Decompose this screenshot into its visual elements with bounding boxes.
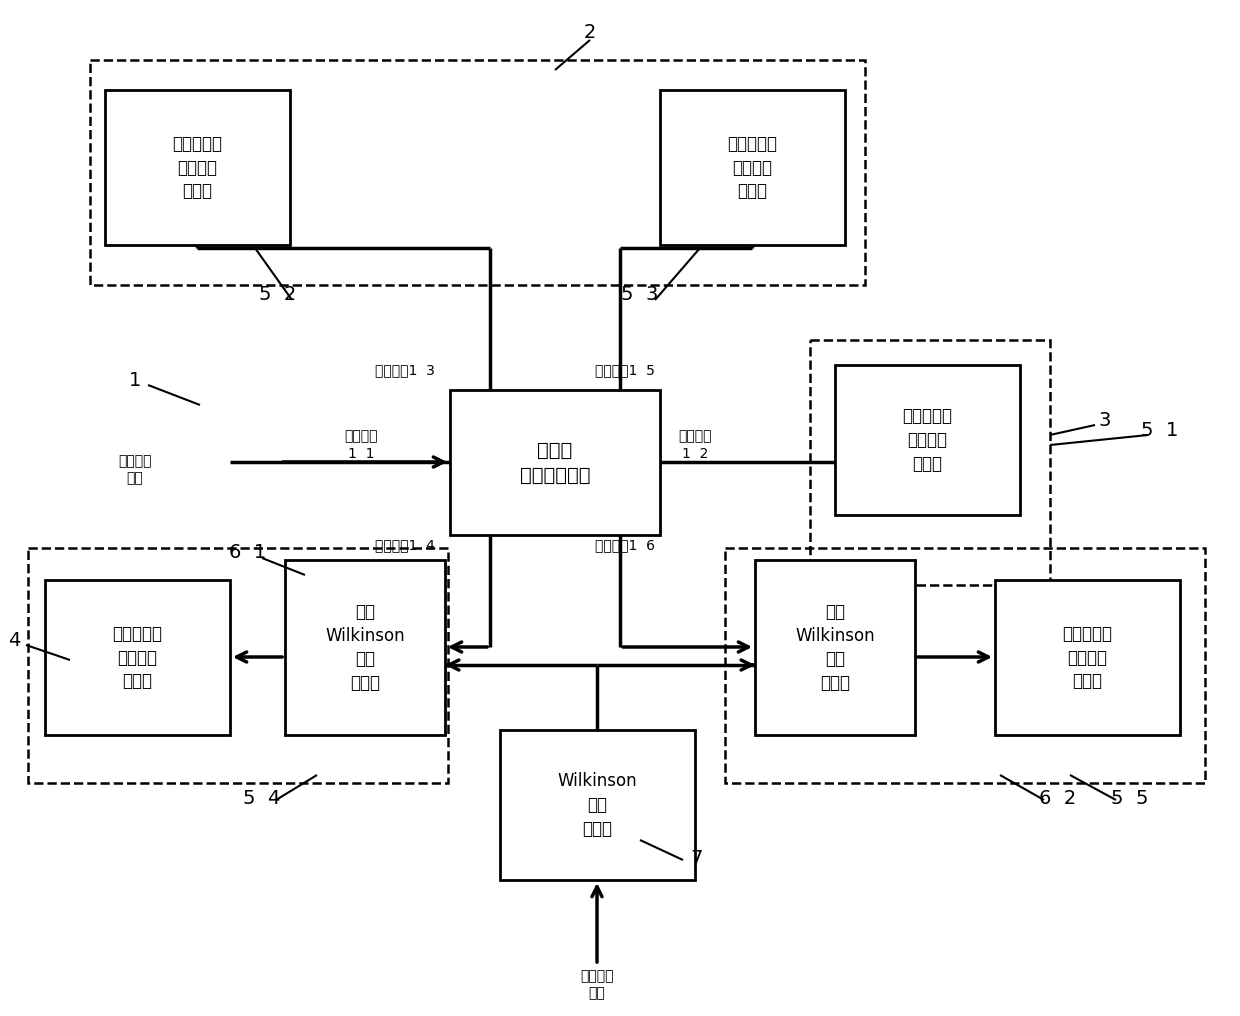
Text: 5  4: 5 4: [243, 788, 280, 808]
Bar: [835, 365, 1021, 515]
Text: 第一间接式
微波功率
传感器: 第一间接式 微波功率 传感器: [903, 407, 952, 472]
Text: 参考信号
输入: 参考信号 输入: [580, 969, 614, 1001]
Bar: [725, 548, 1205, 783]
Text: 第四间接式
微波功率
传感器: 第四间接式 微波功率 传感器: [113, 625, 162, 690]
Text: 7: 7: [691, 848, 703, 868]
Bar: [450, 390, 660, 535]
Text: 第五间接式
微波功率
传感器: 第五间接式 微波功率 传感器: [1063, 625, 1112, 690]
Text: 六端口
固支梁耦合器: 六端口 固支梁耦合器: [520, 441, 590, 485]
Bar: [755, 560, 915, 735]
Text: 第五端口1  5: 第五端口1 5: [595, 363, 655, 377]
Text: 第二端口
1  2: 第二端口 1 2: [678, 430, 712, 460]
Text: 5  1: 5 1: [1141, 421, 1179, 440]
Bar: [45, 580, 229, 735]
Bar: [105, 90, 290, 245]
Bar: [660, 90, 844, 245]
Text: 第二
Wilkinson
功率
合成器: 第二 Wilkinson 功率 合成器: [795, 604, 874, 692]
Bar: [91, 60, 866, 285]
Text: 2: 2: [584, 22, 596, 42]
Text: 5  2: 5 2: [259, 285, 296, 305]
Bar: [285, 560, 445, 735]
Text: 第六端口1  6: 第六端口1 6: [595, 538, 655, 552]
Text: 5  3: 5 3: [621, 285, 658, 305]
Text: 第三端口1  3: 第三端口1 3: [374, 363, 435, 377]
Bar: [810, 340, 1050, 585]
Text: Wilkinson
功率
分配器: Wilkinson 功率 分配器: [558, 772, 637, 837]
Bar: [500, 731, 694, 880]
Text: 1: 1: [129, 371, 141, 389]
Text: 第三间接式
微波功率
传感器: 第三间接式 微波功率 传感器: [728, 135, 777, 200]
Text: 第四端口1  4: 第四端口1 4: [374, 538, 435, 552]
Text: 第二间接式
微波功率
传感器: 第二间接式 微波功率 传感器: [172, 135, 222, 200]
Text: 6  2: 6 2: [1039, 788, 1076, 808]
Bar: [29, 548, 448, 783]
Text: 4: 4: [7, 631, 20, 649]
Text: 第一
Wilkinson
功率
合成器: 第一 Wilkinson 功率 合成器: [325, 604, 404, 692]
Text: 3: 3: [1099, 410, 1111, 430]
Text: 5  5: 5 5: [1111, 788, 1148, 808]
Text: 待测信号
输入: 待测信号 输入: [118, 454, 151, 486]
Bar: [994, 580, 1180, 735]
Text: 第一端口
1  1: 第一端口 1 1: [345, 430, 378, 460]
Text: 6  1: 6 1: [229, 543, 267, 562]
